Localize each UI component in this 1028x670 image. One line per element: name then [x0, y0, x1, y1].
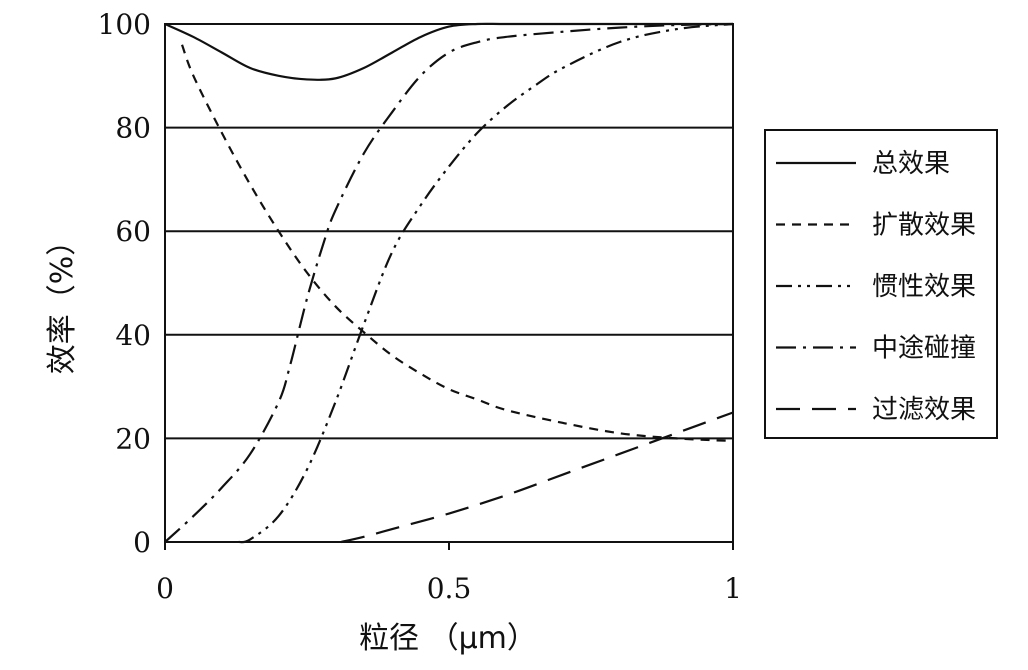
legend-label-2: 扩散效果 — [872, 211, 976, 241]
tick-labels: 0 20 40 60 80 100 0 0.5 1 — [98, 8, 742, 605]
y-tick-label: 40 — [115, 319, 151, 352]
y-tick-label: 0 — [133, 526, 151, 559]
plot-frame — [164, 23, 734, 543]
x-tick-label: 0 — [156, 572, 174, 605]
legend-label-3: 惯性效果 — [872, 272, 976, 302]
legend-box — [764, 129, 998, 439]
legend-label-1: 总效果 — [872, 149, 950, 179]
y-axis-label: 效率（%） — [45, 226, 80, 375]
series-line-4 — [164, 22, 734, 543]
series-line-3 — [238, 22, 734, 544]
legend-label-4: 中途碰撞 — [872, 334, 976, 364]
x-axis-label: 粒径 （μm） — [359, 621, 537, 656]
series-lines — [164, 22, 734, 544]
y-tick-label: 100 — [98, 8, 151, 41]
x-tick-label: 0.5 — [427, 572, 472, 605]
series-line-2 — [181, 44, 734, 443]
legend-label-5: 过滤效果 — [872, 395, 976, 425]
y-tick-label: 20 — [115, 422, 151, 455]
series-line-5 — [340, 411, 734, 544]
y-tick-label: 60 — [115, 215, 151, 248]
x-tick-label: 1 — [724, 572, 742, 605]
series-line-1 — [164, 22, 733, 81]
y-tick-label: 80 — [115, 112, 151, 145]
grid-lines — [165, 23, 733, 440]
axes — [164, 23, 734, 543]
